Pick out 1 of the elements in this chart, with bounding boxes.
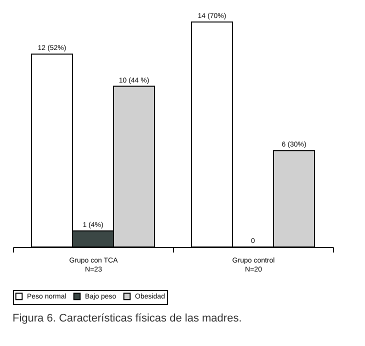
text: Figura 6. Características físicas de las madres.: [12, 312, 242, 324]
